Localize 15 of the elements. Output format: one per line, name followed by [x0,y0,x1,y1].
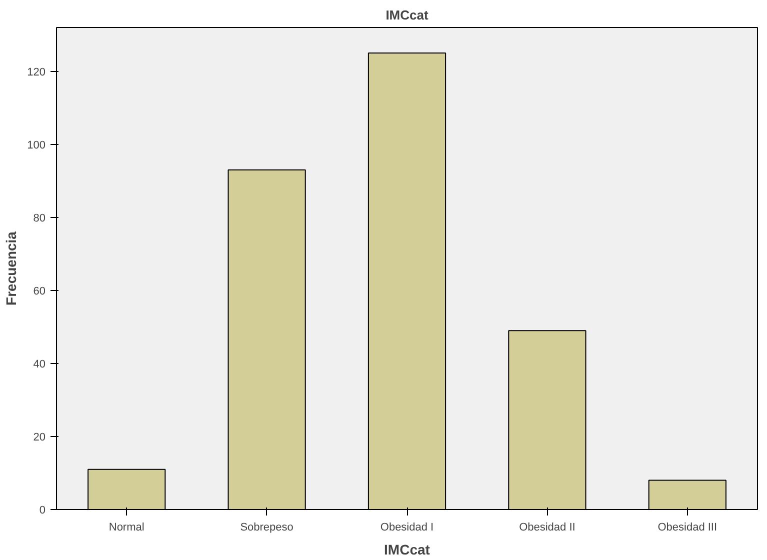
x-tick-label: Obesidad III [658,522,718,534]
x-axis-title: IMCcat [384,542,430,558]
y-tick-label: 20 [33,431,46,444]
x-tick-label: Obesidad I [380,522,434,534]
y-tick-label: 120 [27,66,46,78]
y-tick-label: 80 [33,212,46,224]
x-tick-label: Sobrepeso [240,522,294,534]
y-axis-title: Frecuencia [3,231,20,306]
y-tick-label: 0 [39,504,46,516]
x-tick-label: Obesidad II [519,522,576,534]
chart-title: IMCcat [386,8,429,22]
x-tick-label: Normal [108,522,144,534]
y-tick-label: 40 [33,358,46,370]
y-tick-label: 100 [27,139,46,152]
y-tick-label: 60 [33,285,46,298]
